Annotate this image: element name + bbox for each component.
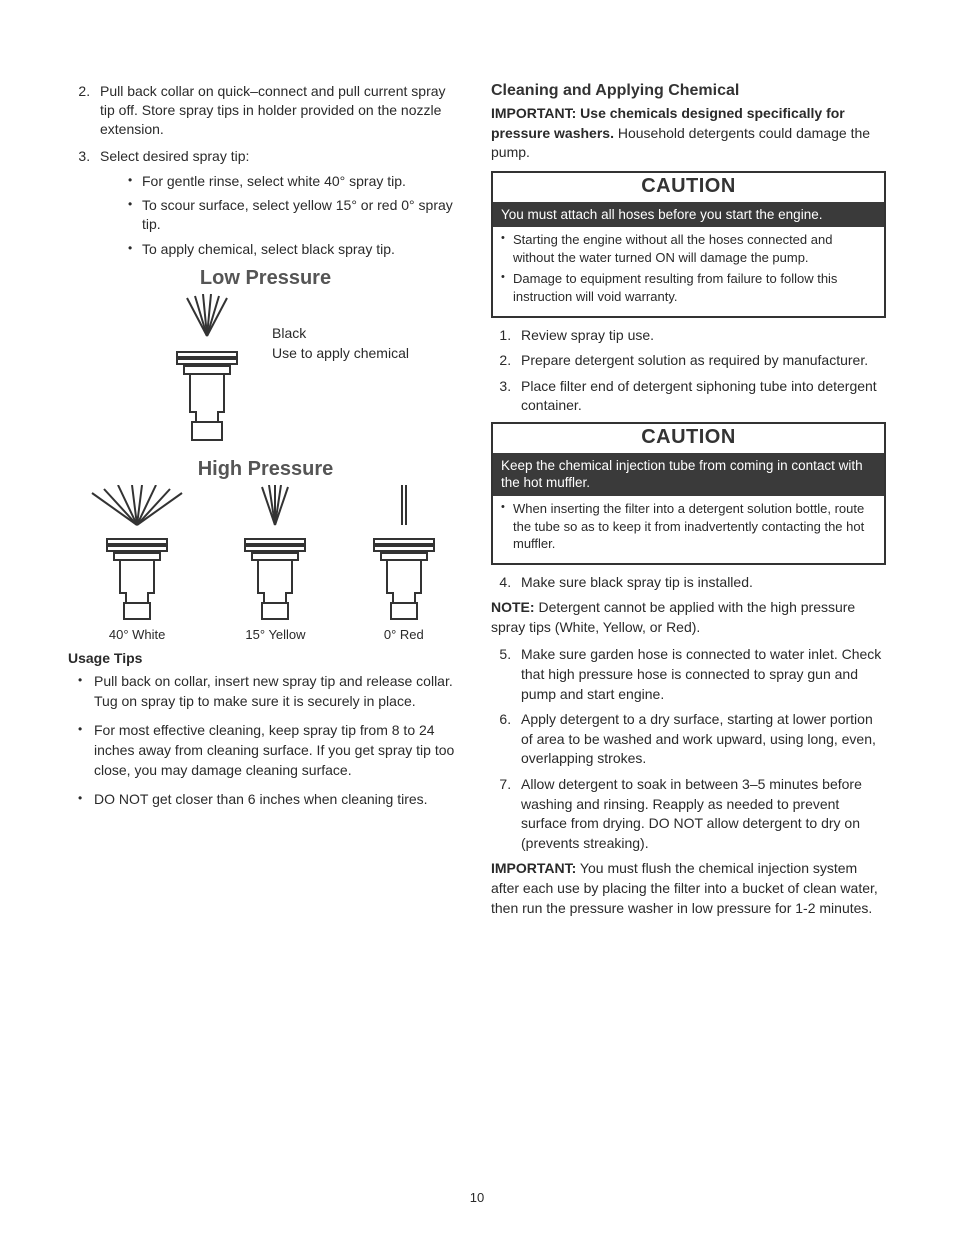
low-pressure-title: Low Pressure [68,267,463,290]
rstep-5: Make sure garden hose is connected to wa… [515,645,886,704]
low-nozzle-icon [162,294,252,444]
sub-chemical: To apply chemical, select black spray ti… [128,240,463,259]
important-2-bold: IMPORTANT: [491,860,576,876]
left-instruction-list: Pull back collar on quick–connect and pu… [68,82,463,259]
hp-white: 40° White [82,485,192,642]
rstep-3: Place filter end of detergent siphoning … [515,377,886,416]
usage-3: DO NOT get closer than 6 inches when cle… [78,790,463,810]
caution-1-item-2: Damage to equipment resulting from failu… [501,270,876,305]
nozzle-0-icon [359,485,449,625]
step-3-text: Select desired spray tip: [100,148,249,164]
usage-1: Pull back on collar, insert new spray ti… [78,672,463,711]
right-steps-4: Make sure black spray tip is installed. [491,573,886,593]
low-label-black: Black [272,324,409,344]
rstep-6: Apply detergent to a dry surface, starti… [515,710,886,769]
rstep-4: Make sure black spray tip is installed. [515,573,886,593]
caution-1-item-1: Starting the engine without all the hose… [501,231,876,266]
usage-tips-list: Pull back on collar, insert new spray ti… [68,672,463,810]
hp-red: 0° Red [359,485,449,642]
rstep-1: Review spray tip use. [515,326,886,346]
caution-1-list: Starting the engine without all the hose… [493,227,884,315]
page-number: 10 [0,1190,954,1205]
page: Pull back collar on quick–connect and pu… [0,0,954,966]
rstep-2: Prepare detergent solution as required b… [515,351,886,371]
caution-2-item-1: When inserting the filter into a deterge… [501,500,876,553]
hp-yellow: 15° Yellow [230,485,320,642]
caution-1-banner: You must attach all hoses before you sta… [493,202,884,228]
sub-gentle: For gentle rinse, select white 40° spray… [128,172,463,191]
section-heading: Cleaning and Applying Chemical [491,82,886,100]
note: NOTE: Detergent cannot be applied with t… [491,598,886,637]
rstep-7: Allow detergent to soak in between 3–5 m… [515,775,886,853]
step-3-sublist: For gentle rinse, select white 40° spray… [100,172,463,260]
high-pressure-figure: 40° White [68,485,463,642]
caution-1-title: CAUTION [493,173,884,202]
low-label-use: Use to apply chemical [272,344,409,364]
left-column: Pull back collar on quick–connect and pu… [68,82,463,926]
important-2: IMPORTANT: You must flush the chemical i… [491,859,886,918]
nozzle-15-icon [230,485,320,625]
sub-scour: To scour surface, select yellow 15° or r… [128,196,463,234]
hp-white-label: 40° White [82,627,192,642]
caution-box-1: CAUTION You must attach all hoses before… [491,171,886,318]
usage-2: For most effective cleaning, keep spray … [78,721,463,780]
caution-2-list: When inserting the filter into a deterge… [493,496,884,563]
nozzle-40-icon [82,485,192,625]
high-pressure-title: High Pressure [68,458,463,481]
right-column: Cleaning and Applying Chemical IMPORTANT… [491,82,886,926]
caution-2-banner: Keep the chemical injection tube from co… [493,453,884,496]
low-nozzle-caption: Black Use to apply chemical [272,324,409,363]
hp-red-label: 0° Red [359,627,449,642]
usage-tips-heading: Usage Tips [68,650,463,666]
step-2: Pull back collar on quick–connect and pu… [94,82,463,139]
important-1: IMPORTANT: Use chemicals designed specif… [491,104,886,163]
caution-2-title: CAUTION [493,424,884,453]
hp-yellow-label: 15° Yellow [230,627,320,642]
caution-box-2: CAUTION Keep the chemical injection tube… [491,422,886,565]
right-steps-a: Review spray tip use. Prepare detergent … [491,326,886,416]
note-rest: Detergent cannot be applied with the hig… [491,599,855,635]
low-pressure-figure: Black Use to apply chemical [68,294,463,444]
right-steps-b: Make sure garden hose is connected to wa… [491,645,886,853]
step-3: Select desired spray tip: For gentle rin… [94,147,463,259]
note-bold: NOTE: [491,599,535,615]
